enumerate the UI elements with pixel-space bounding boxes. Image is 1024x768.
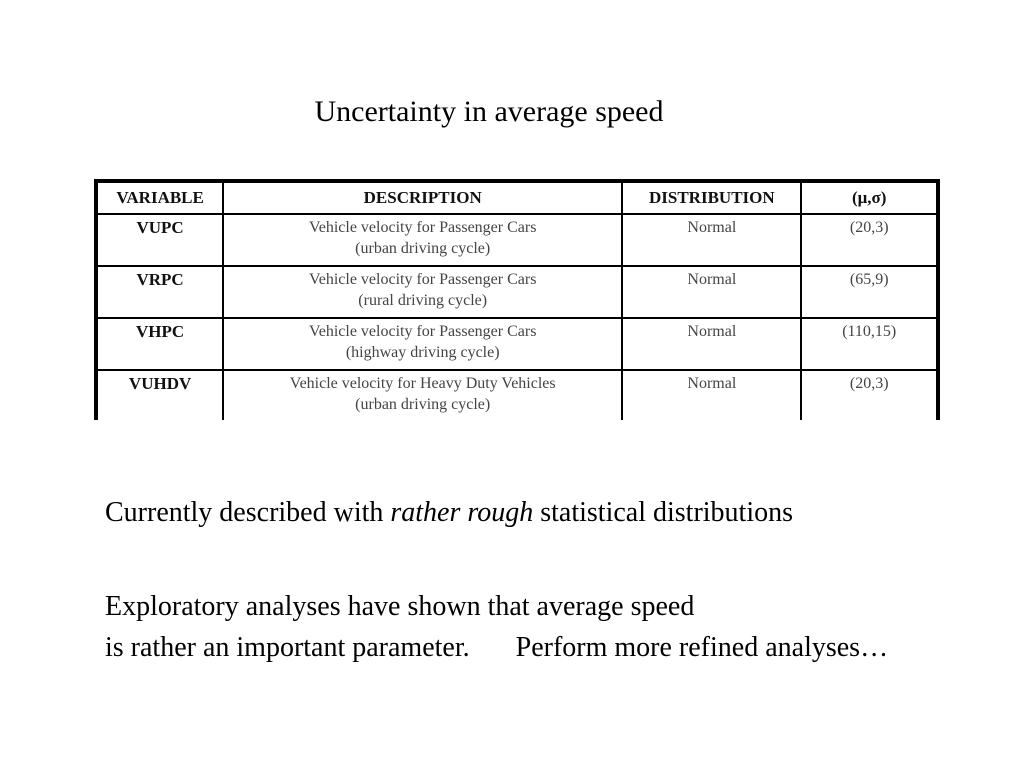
conclusion-text: is rather an important parameter. — [105, 632, 470, 663]
conclusion-line-2: is rather an important parameter. Perform… — [105, 628, 888, 668]
variable-cell: VUPC — [94, 213, 225, 267]
distribution-cell: Normal — [621, 369, 803, 420]
parameters-cell: (20,3) — [800, 213, 939, 267]
description-line: Vehicle velocity for Passenger Cars — [308, 271, 537, 288]
description-cell: Vehicle velocity for Passenger Cars (hig… — [222, 317, 624, 371]
header-parameters: (μ,σ) — [800, 180, 939, 215]
table-row: VUHDV Vehicle velocity for Heavy Duty Ve… — [94, 369, 939, 420]
slide-title: Uncertainty in average speed — [314, 95, 664, 128]
statement-after: statistical distributions — [533, 497, 793, 528]
description-cell: Vehicle velocity for Passenger Cars (rur… — [222, 265, 624, 319]
statement-text: Currently described with rather rough st… — [105, 493, 793, 533]
table-header-row: VARIABLE DESCRIPTION DISTRIBUTION (μ,σ) — [94, 180, 939, 215]
statement-emphasis: rather rough — [390, 497, 534, 528]
conclusion-line-1: Exploratory analyses have shown that ave… — [105, 591, 695, 622]
variable-table: VARIABLE DESCRIPTION DISTRIBUTION (μ,σ) … — [94, 179, 940, 420]
parameters-cell: (20,3) — [800, 369, 939, 420]
header-variable: VARIABLE — [94, 180, 225, 215]
table-row: VUPC Vehicle velocity for Passenger Cars… — [94, 213, 939, 267]
variable-cell: VUHDV — [94, 369, 225, 420]
header-distribution: DISTRIBUTION — [621, 180, 803, 215]
distribution-cell: Normal — [621, 317, 803, 371]
parameters-cell: (110,15) — [800, 317, 939, 371]
description-line: Vehicle velocity for Passenger Cars — [308, 323, 537, 340]
description-line: (highway driving cycle) — [345, 344, 500, 361]
statement-before: Currently described with — [105, 497, 391, 528]
variable-table-container: VARIABLE DESCRIPTION DISTRIBUTION (μ,σ) … — [94, 179, 942, 420]
description-line: Vehicle velocity for Passenger Cars — [308, 219, 537, 236]
description-line: (rural driving cycle) — [358, 292, 488, 309]
description-line: Vehicle velocity for Heavy Duty Vehicles — [289, 375, 556, 392]
distribution-cell: Normal — [621, 265, 803, 319]
action-text: Perform more refined analyses… — [515, 632, 889, 663]
parameters-cell: (65,9) — [800, 265, 939, 319]
table-row: VRPC Vehicle velocity for Passenger Cars… — [94, 265, 939, 319]
table-row: VHPC Vehicle velocity for Passenger Cars… — [94, 317, 939, 371]
description-line: (urban driving cycle) — [355, 240, 491, 257]
description-cell: Vehicle velocity for Heavy Duty Vehicles… — [222, 369, 624, 420]
distribution-cell: Normal — [621, 213, 803, 267]
variable-cell: VRPC — [94, 265, 225, 319]
header-description: DESCRIPTION — [222, 180, 624, 215]
description-cell: Vehicle velocity for Passenger Cars (urb… — [222, 213, 624, 267]
description-line: (urban driving cycle) — [355, 396, 491, 413]
variable-cell: VHPC — [94, 317, 225, 371]
